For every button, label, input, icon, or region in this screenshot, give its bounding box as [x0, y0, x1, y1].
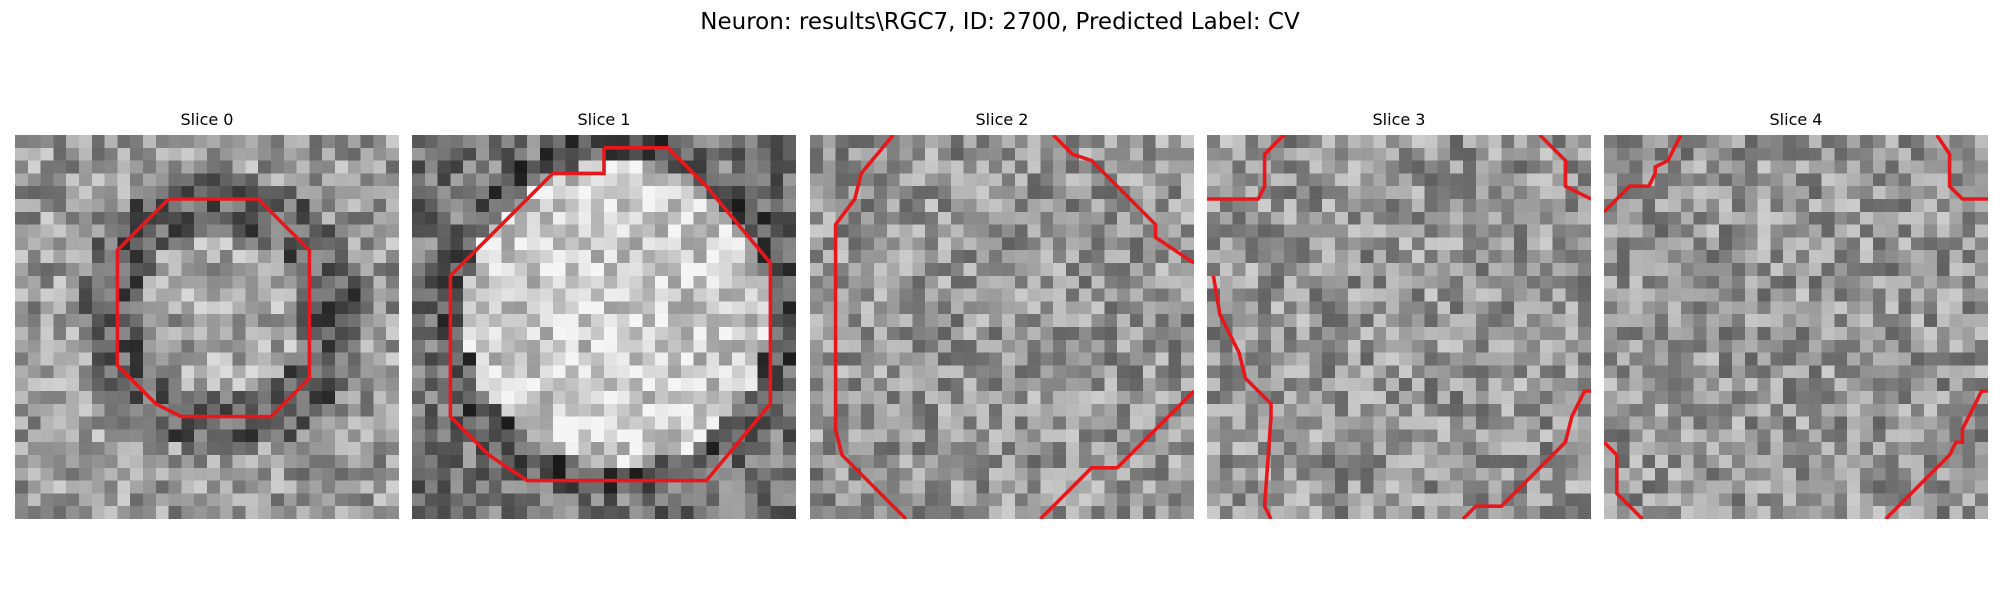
slice-panel: Slice 1	[412, 108, 796, 519]
slice-image	[412, 135, 796, 519]
slice-title: Slice 0	[180, 110, 234, 129]
cell-contour	[1935, 135, 1988, 201]
cell-contour	[833, 135, 908, 519]
slice-image	[15, 135, 399, 519]
cell-contour	[1884, 389, 1988, 519]
slice-title: Slice 1	[577, 110, 631, 129]
cell-contour	[1051, 135, 1194, 265]
cell-contour	[1039, 389, 1194, 519]
slice-image	[810, 135, 1194, 519]
figure-title: Neuron: results\RGC7, ID: 2700, Predicte…	[700, 9, 1300, 35]
slice-title: Slice 3	[1372, 110, 1426, 129]
cell-contour	[115, 197, 312, 419]
cell-contour	[1211, 275, 1273, 519]
slice-panel: Slice 0	[15, 108, 399, 519]
slice-title: Slice 2	[975, 110, 1029, 129]
cell-contour	[1538, 135, 1591, 201]
cell-contour	[1604, 135, 1683, 214]
cell-contour	[1461, 389, 1591, 519]
slice-panel: Slice 4	[1604, 108, 1988, 519]
slice-title: Slice 4	[1769, 110, 1823, 129]
slice-image	[1207, 135, 1591, 519]
cell-contour	[448, 146, 773, 483]
cell-contour	[1604, 440, 1644, 519]
slice-panel: Slice 2	[810, 108, 1194, 519]
cell-contour	[1207, 135, 1286, 201]
slice-panel: Slice 3	[1207, 108, 1591, 519]
slice-image	[1604, 135, 1988, 519]
